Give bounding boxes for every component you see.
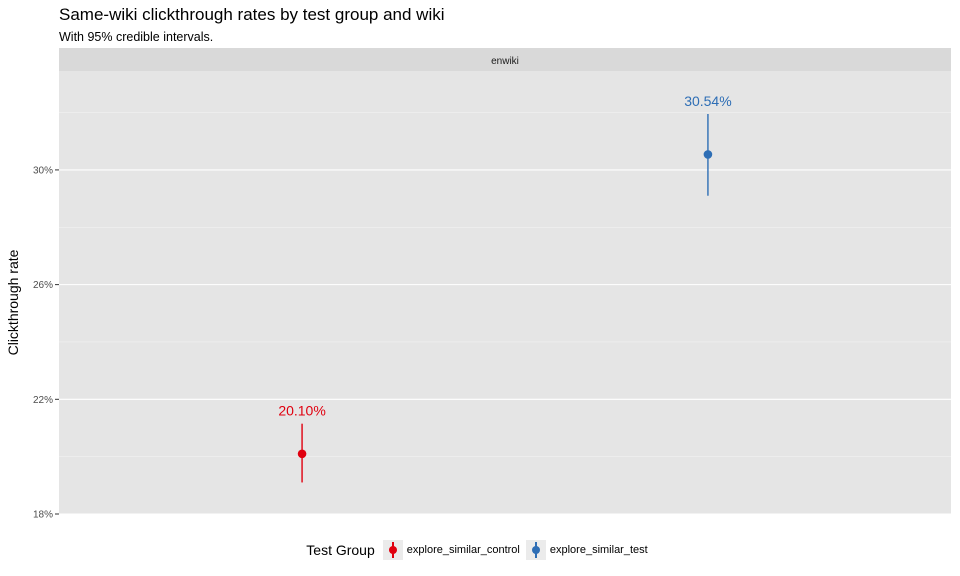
chart-svg: enwiki 18% 22% 26% 30% Clickthrough rate 20… xyxy=(5,48,951,521)
data-label-explore_similar_control: 20.10% xyxy=(278,403,325,419)
legend: Test Group explore_similar_control explo… xyxy=(0,536,960,564)
chart-title: Same-wiki clickthrough rates by test gro… xyxy=(59,5,445,24)
gridlines xyxy=(59,112,951,515)
legend-key-dot xyxy=(388,546,397,554)
y-tick-label: 26% xyxy=(33,280,53,291)
point-explore_similar_control xyxy=(297,449,307,459)
legend-key-test xyxy=(525,540,546,560)
legend-item-test: explore_similar_test xyxy=(525,540,648,560)
legend-label-control: explore_similar_control xyxy=(406,544,520,556)
y-tick-label: 22% xyxy=(33,395,53,406)
legend-key-dot xyxy=(531,546,540,554)
facet-strip xyxy=(59,48,951,71)
legend-item-control: explore_similar_control xyxy=(382,540,520,560)
legend-key-control xyxy=(382,540,403,560)
y-tick-label: 30% xyxy=(33,165,53,176)
chart-subtitle: With 95% credible intervals. xyxy=(59,30,214,44)
legend-label-test: explore_similar_test xyxy=(549,544,648,556)
y-tick-label: 18% xyxy=(33,510,53,521)
data-marks: 20.10% 30.54% xyxy=(278,93,732,483)
point-explore_similar_test xyxy=(703,150,713,159)
legend-title: Test Group xyxy=(306,542,375,558)
data-label-explore_similar_test: 30.54% xyxy=(684,93,731,109)
plot-panel xyxy=(59,71,951,514)
facet-strip-label: enwiki xyxy=(491,56,519,67)
y-axis-label: Clickthrough rate xyxy=(5,249,21,355)
y-axis: 18% 22% 26% 30% xyxy=(33,165,59,521)
